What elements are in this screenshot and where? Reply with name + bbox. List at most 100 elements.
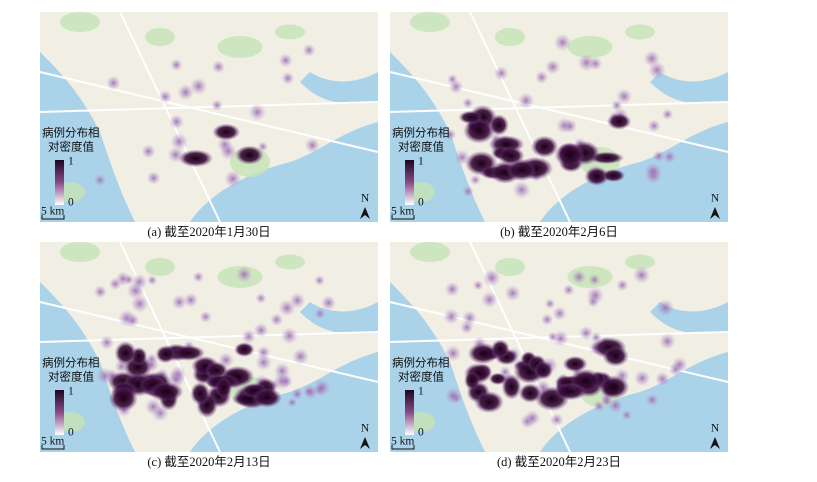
density-blob	[314, 307, 326, 320]
density-blob	[224, 170, 242, 188]
sea	[300, 72, 378, 104]
density-blob	[586, 286, 604, 305]
legend-min: 0	[418, 427, 424, 439]
density-blob	[462, 185, 474, 198]
density-blob	[278, 53, 293, 68]
legend-title: 病例分布相	[42, 356, 100, 370]
density-blob	[108, 277, 122, 291]
density-hotspot	[234, 342, 255, 357]
density-blob	[320, 295, 337, 311]
density-hotspot	[534, 360, 554, 380]
density-hotspot	[562, 355, 588, 373]
density-blob	[444, 387, 462, 405]
density-blob	[662, 150, 677, 164]
density-hotspot	[474, 390, 504, 414]
north-label: N	[361, 193, 370, 205]
road	[119, 11, 221, 223]
scale-bar	[391, 445, 415, 450]
panel-caption: (c) 截至2020年2月13日	[147, 455, 270, 469]
density-blob	[93, 173, 107, 187]
north-arrow	[360, 207, 370, 219]
density-hotspot	[554, 142, 586, 168]
density-blob	[93, 285, 107, 299]
density-blob	[287, 397, 298, 408]
density-blob	[183, 292, 199, 308]
green-area	[625, 24, 655, 40]
density-blob	[158, 89, 172, 104]
green-area	[60, 12, 100, 32]
density-blob	[169, 114, 184, 130]
density-blob	[671, 356, 688, 373]
density-blob	[270, 313, 284, 327]
green-area	[275, 24, 305, 40]
legend-title: 对密度值	[398, 370, 444, 384]
density-blob	[106, 75, 121, 91]
scale-bar	[391, 215, 415, 220]
green-area	[567, 36, 613, 58]
density-hotspot	[602, 168, 626, 183]
sea	[650, 72, 728, 104]
density-blob	[633, 370, 651, 387]
density-blob	[493, 66, 509, 81]
density-blob	[302, 43, 316, 57]
density-hotspot	[501, 374, 522, 400]
density-blob	[292, 348, 310, 366]
density-hotspot	[235, 145, 264, 165]
density-blob	[99, 335, 115, 350]
density-hotspot	[178, 149, 214, 168]
density-hotspot	[467, 342, 499, 365]
density-blob	[552, 330, 569, 347]
density-blob	[655, 371, 670, 387]
density-hotspot	[108, 385, 138, 412]
panel-caption: (d) 截至2020年2月23日	[497, 455, 621, 469]
road	[39, 331, 379, 343]
density-hotspot	[518, 383, 542, 403]
density-blob	[517, 92, 535, 109]
density-hotspot	[463, 117, 496, 144]
density-blob	[281, 71, 295, 85]
density-blob	[280, 327, 298, 345]
road	[39, 71, 379, 153]
density-blob	[219, 142, 237, 160]
density-blob	[661, 108, 674, 121]
density-hotspot	[584, 166, 610, 186]
green-area	[625, 254, 655, 270]
green-area	[60, 242, 100, 262]
legend-min: 0	[418, 197, 424, 209]
density-hotspot	[598, 375, 630, 399]
density-blob	[562, 119, 578, 134]
density-blob	[303, 386, 314, 397]
density-blob	[534, 70, 549, 84]
density-blob	[544, 298, 556, 309]
panel-caption: (b) 截至2020年2月6日	[500, 225, 618, 239]
density-blob	[211, 99, 223, 111]
density-blob	[621, 409, 633, 421]
legend-max: 1	[418, 156, 424, 168]
density-hotspot	[530, 135, 559, 158]
density-blob	[177, 83, 194, 101]
legend-title: 对密度值	[398, 140, 444, 154]
density-blob	[170, 58, 183, 72]
density-blob	[469, 174, 481, 186]
density-blob	[647, 119, 661, 133]
density-blob	[545, 59, 561, 75]
density-hotspot	[215, 376, 233, 399]
density-blob	[632, 266, 651, 284]
density-blob	[552, 306, 567, 321]
density-blob	[146, 275, 158, 286]
legend-title: 病例分布相	[392, 126, 450, 140]
legend-max: 1	[68, 156, 74, 168]
density-blob	[290, 387, 304, 401]
density-blob	[255, 292, 267, 304]
density-blob	[524, 410, 541, 426]
density-hotspot	[114, 341, 137, 366]
road	[389, 71, 729, 153]
density-blob	[593, 400, 605, 412]
density-hotspot	[148, 381, 184, 402]
density-blob	[588, 273, 601, 287]
density-blob	[131, 273, 148, 290]
road	[469, 11, 571, 223]
green-area	[145, 258, 175, 276]
density-blob	[192, 271, 205, 283]
